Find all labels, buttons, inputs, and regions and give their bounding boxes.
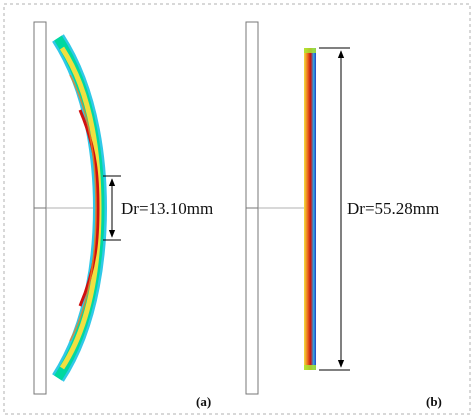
panel-b-label: (b)	[426, 394, 442, 409]
panel-a: Dr=13.10mm (a)	[33, 21, 213, 409]
panel-a-dimension-label: Dr=13.10mm	[121, 199, 213, 218]
panel-b-beam-bottom-cap	[304, 365, 316, 370]
panel-b-dimension-label: Dr=55.28mm	[347, 199, 439, 218]
panel-a-label: (a)	[196, 394, 211, 409]
panel-b-beam	[304, 48, 316, 370]
panel-b: Dr=55.28mm (b)	[245, 21, 442, 409]
panel-b-beam-top-cap	[304, 48, 316, 53]
panel-a-beam-band-orange	[69, 74, 97, 342]
